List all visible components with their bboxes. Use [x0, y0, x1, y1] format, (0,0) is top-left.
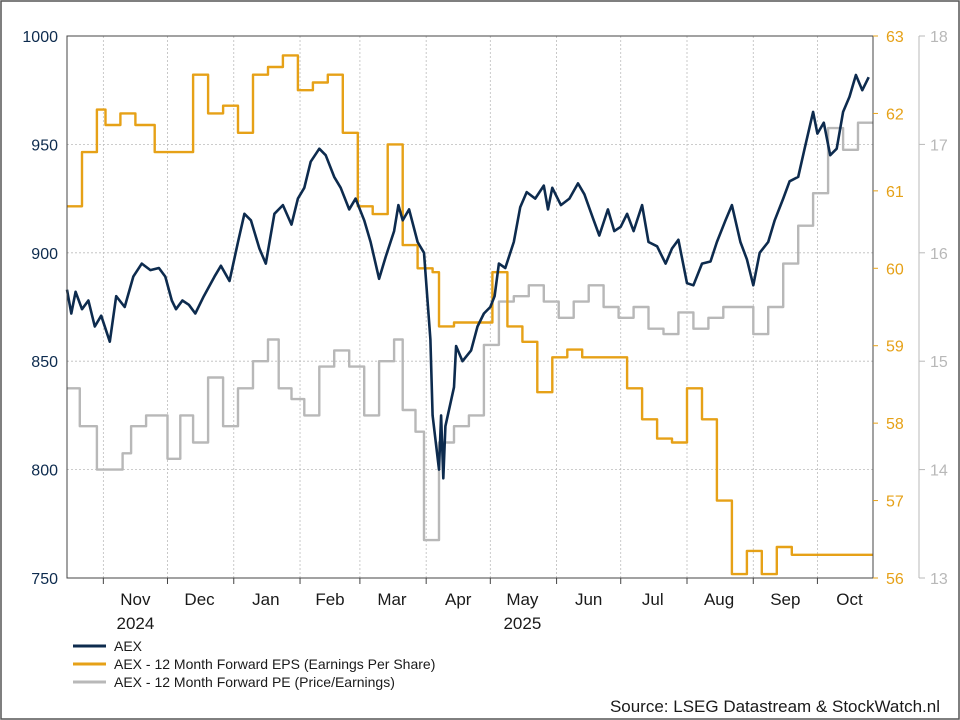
left-axis-tick-label: 850 — [31, 354, 58, 371]
x-tick-label: Sep — [770, 590, 800, 609]
source-note: Source: LSEG Datastream & StockWatch.nl — [610, 697, 940, 716]
eps-axis-tick-label: 56 — [886, 571, 904, 588]
x-tick-label: Apr — [445, 590, 472, 609]
x-tick-label: May — [506, 590, 539, 609]
series-layer — [65, 54, 873, 576]
pe-line — [67, 121, 873, 542]
aex-line — [65, 73, 870, 480]
x-tick-label: Jun — [575, 590, 602, 609]
eps-axis-tick-label: 60 — [886, 261, 904, 278]
left-axis-tick-label: 800 — [31, 463, 58, 480]
x-tick-label: Jul — [642, 590, 664, 609]
axes: Nov Dec Jan Feb Mar Apr May Jun Jul Aug Sep Oct 2024… — [22, 29, 947, 633]
left-axis-tick-label: 750 — [31, 571, 58, 588]
x-tick-label: Mar — [377, 590, 407, 609]
eps-axis-tick-label: 59 — [886, 339, 904, 356]
pe-axis-tick-label: 17 — [930, 137, 948, 154]
pe-axis-tick-label: 18 — [930, 29, 948, 46]
eps-axis-tick-label: 57 — [886, 494, 904, 511]
x-tick-label: Dec — [184, 590, 215, 609]
eps-axis-tick-label: 62 — [886, 106, 904, 123]
x-tick-label: Jan — [252, 590, 279, 609]
legend-eps-label: AEX - 12 Month Forward EPS (Earnings Per… — [114, 656, 435, 672]
x-tick-label: Oct — [836, 590, 863, 609]
pe-axis-tick-label: 14 — [930, 463, 948, 480]
eps-line — [67, 54, 873, 576]
eps-axis-tick-label: 58 — [886, 416, 904, 433]
legend-aex-label: AEX — [114, 638, 143, 654]
x-tick-label: Nov — [120, 590, 151, 609]
pe-axis-tick-label: 15 — [930, 354, 948, 371]
legend: AEX AEX - 12 Month Forward EPS (Earnings … — [73, 638, 435, 690]
plot-area — [66, 35, 874, 579]
x-tick-label: Feb — [315, 590, 344, 609]
left-axis-tick-label: 950 — [31, 137, 58, 154]
eps-axis-tick-label: 63 — [886, 29, 904, 46]
x-year-label: 2024 — [116, 614, 154, 633]
x-year-label: 2025 — [503, 614, 541, 633]
left-axis-tick-label: 900 — [31, 246, 58, 263]
legend-pe-label: AEX - 12 Month Forward PE (Price/Earning… — [114, 674, 395, 690]
left-axis-tick-label: 1000 — [22, 29, 58, 46]
pe-axis-tick-label: 13 — [930, 571, 948, 588]
pe-axis-tick-label: 16 — [930, 246, 948, 263]
eps-axis-tick-label: 61 — [886, 184, 904, 201]
x-tick-label: Aug — [704, 590, 734, 609]
